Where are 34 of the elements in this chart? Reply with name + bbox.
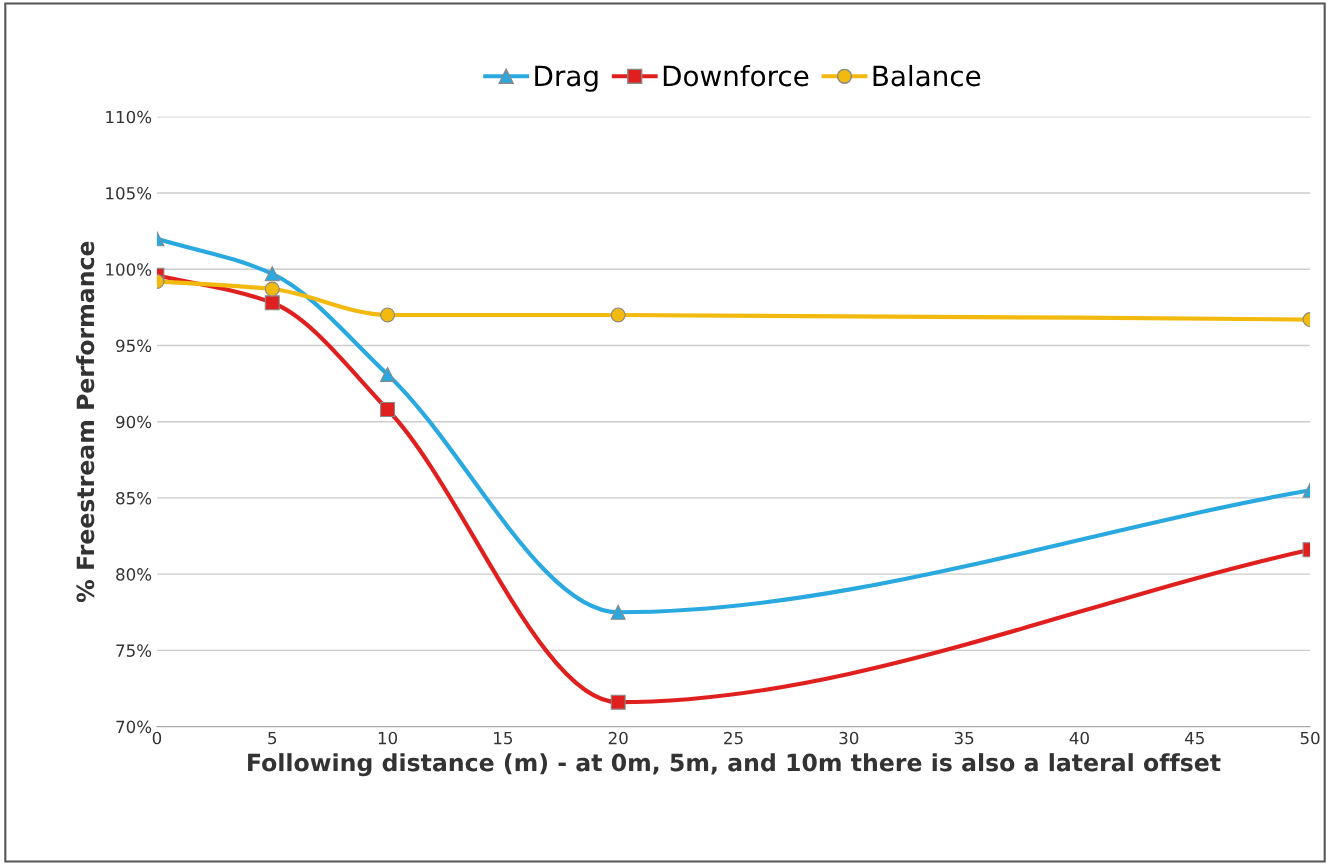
point	[380, 401, 396, 417]
y-tick-label: 90%	[116, 415, 152, 429]
x-tick-label: 40	[1069, 731, 1089, 745]
legend-label: Downforce	[663, 64, 809, 87]
point	[264, 281, 280, 297]
x-tick-label: 35	[954, 731, 974, 745]
point	[264, 295, 280, 311]
y-tick-label: 70%	[116, 720, 152, 734]
y-tick-label: 105%	[106, 186, 152, 200]
y-tick-label: 75%	[116, 644, 152, 657]
x-tick-label: 30	[839, 731, 859, 745]
point	[610, 694, 626, 710]
x-tick-label: 25	[724, 731, 743, 745]
y-axis-title: % Freestream Performance	[76, 241, 95, 603]
x-tick-label: 0	[152, 731, 162, 745]
x-tick-label: 50	[1300, 731, 1320, 745]
x-tick-label: 45	[1184, 731, 1204, 745]
y-tick-label: 100%	[106, 263, 152, 276]
point	[610, 604, 626, 620]
point	[264, 266, 280, 282]
y-tick-label: 110%	[106, 110, 152, 124]
point	[380, 307, 396, 323]
y-tick-label: 95%	[116, 339, 152, 353]
legend-label: Balance	[873, 64, 981, 87]
x-tick-label: 15	[494, 731, 513, 745]
legend-label: Drag	[535, 65, 598, 92]
x-tick-label: 20	[608, 731, 628, 745]
point	[380, 366, 396, 382]
y-tick-label: 85%	[116, 491, 152, 505]
x-axis-title: Following distance (m) - at 0m, 5m, and 10m there is also a lateral offset	[248, 753, 1221, 777]
x-tick-label: 5	[268, 731, 277, 745]
y-tick-label: 80%	[116, 568, 152, 581]
x-tick-label: 10	[378, 731, 398, 745]
point	[610, 307, 626, 323]
